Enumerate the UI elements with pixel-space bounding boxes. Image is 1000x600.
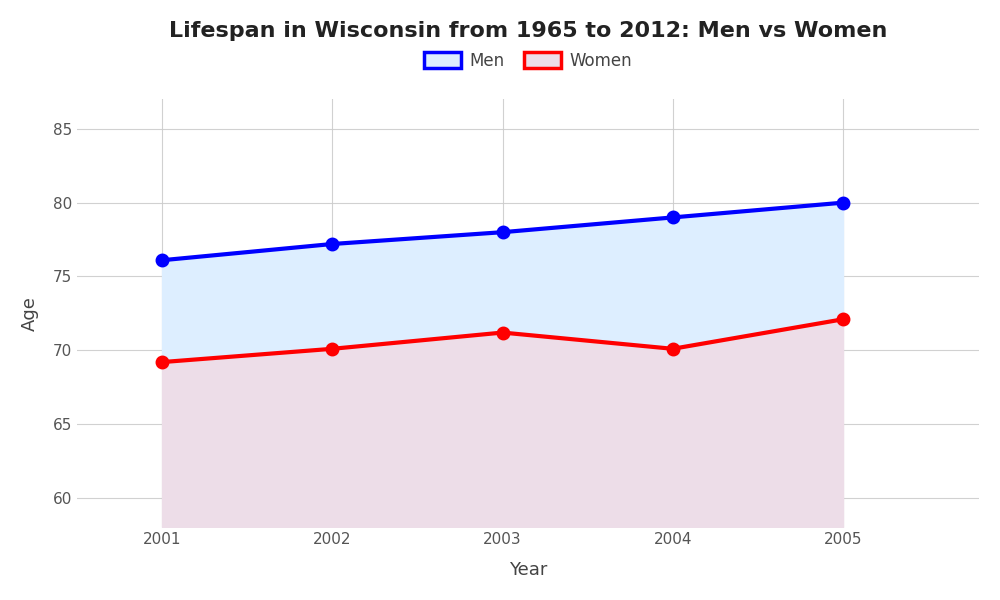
Title: Lifespan in Wisconsin from 1965 to 2012: Men vs Women: Lifespan in Wisconsin from 1965 to 2012:… (169, 21, 887, 41)
Legend: Men, Women: Men, Women (424, 52, 632, 70)
Y-axis label: Age: Age (21, 296, 39, 331)
X-axis label: Year: Year (509, 561, 547, 579)
